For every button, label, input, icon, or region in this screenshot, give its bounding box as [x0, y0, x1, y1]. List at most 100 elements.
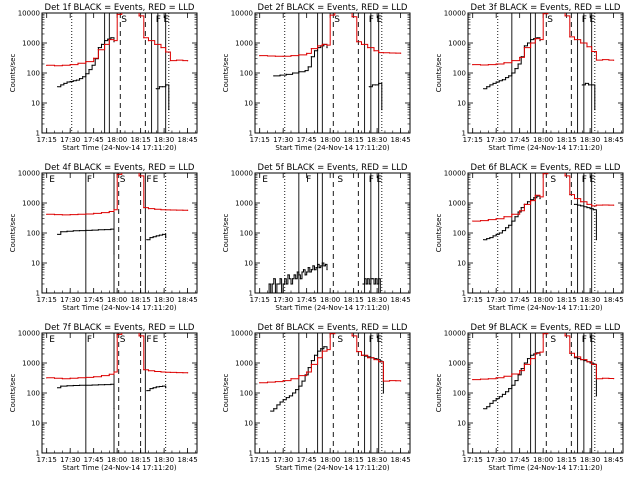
data-point-lld	[503, 62, 505, 64]
data-point-lld	[569, 36, 571, 38]
marker-letter: F	[87, 335, 92, 345]
data-point-events	[266, 292, 269, 293]
y-tick-label: 100	[27, 70, 40, 78]
data-point-events	[520, 368, 522, 370]
marker-letter: E	[377, 335, 383, 345]
data-point-events	[270, 292, 272, 293]
data-point-events	[489, 402, 491, 405]
y-axis-label: Counts/sec	[435, 374, 443, 413]
marker-letter: F	[369, 175, 374, 185]
data-point-events	[312, 265, 314, 267]
data-point-events	[495, 81, 497, 83]
data-point-events	[501, 79, 504, 81]
data-point-lld	[108, 210, 110, 213]
data-point-events	[276, 283, 278, 285]
data-point-events-late	[165, 387, 167, 389]
data-point-events	[523, 45, 525, 47]
data-point-lld	[266, 55, 269, 57]
data-point-events-late	[158, 385, 161, 388]
data-point-events-late	[365, 283, 367, 285]
y-tick-label: 1	[462, 450, 466, 458]
data-point-events-late	[161, 233, 164, 235]
data-point-events	[91, 229, 93, 231]
plot-frame	[254, 12, 411, 134]
data-point-lld	[53, 65, 56, 67]
data-point-lld	[306, 52, 308, 55]
data-point-lld	[511, 373, 513, 375]
x-tick-label: 17:30	[486, 456, 506, 464]
x-tick-label: 17:15	[250, 456, 270, 464]
data-point-lld	[595, 204, 597, 206]
series-events-late	[369, 82, 383, 110]
data-point-lld	[321, 43, 323, 45]
data-point-events	[298, 71, 300, 73]
data-point-lld	[116, 173, 118, 175]
y-axis-label: Counts/sec	[222, 54, 230, 93]
data-point-lld	[400, 52, 402, 54]
data-point-events	[492, 400, 494, 402]
data-point-lld	[564, 335, 566, 337]
data-point-events-late	[149, 388, 151, 390]
data-point-events	[279, 401, 281, 403]
data-point-lld	[472, 378, 474, 381]
x-tick-label: 18:00	[533, 136, 553, 144]
data-point-events	[72, 230, 74, 232]
y-tick-label: 1000	[448, 360, 466, 368]
data-point-events	[310, 360, 312, 362]
x-tick-label: 18:45	[178, 456, 198, 464]
data-point-lld	[165, 371, 167, 373]
marker-letter: E	[153, 335, 159, 345]
data-point-lld	[187, 209, 189, 211]
data-point-lld	[100, 375, 103, 377]
data-point-events-late	[155, 235, 157, 237]
data-point-lld	[266, 381, 269, 383]
panel-title: Det 9f BLACK = Events, RED = LLD	[471, 323, 621, 333]
marker-letter: E	[164, 15, 170, 25]
data-point-events-late	[146, 390, 148, 392]
data-point-events-late	[371, 278, 374, 280]
data-point-lld	[608, 377, 610, 380]
data-point-events	[489, 84, 491, 86]
data-point-events	[60, 385, 62, 387]
series-events-late	[582, 82, 596, 110]
data-point-events	[523, 362, 525, 364]
data-point-events	[517, 63, 519, 65]
data-point-events	[298, 274, 300, 276]
data-point-lld	[356, 350, 358, 353]
data-point-events	[69, 80, 71, 83]
data-point-lld	[360, 354, 363, 356]
x-tick-label: 17:30	[273, 136, 293, 144]
data-point-events	[508, 224, 510, 226]
data-point-lld	[519, 369, 521, 372]
x-axis-label: Start Time (24-Nov-14 17:11:20)	[488, 144, 602, 152]
data-point-lld	[479, 64, 482, 66]
data-point-lld	[530, 200, 532, 202]
y-tick-label: 100	[453, 230, 466, 238]
data-point-events	[530, 198, 532, 201]
x-tick-label: 18:45	[604, 296, 624, 304]
data-point-lld	[530, 358, 532, 360]
x-axis-label: Start Time (24-Nov-14 17:11:20)	[62, 304, 176, 312]
data-point-lld	[472, 64, 474, 66]
data-point-lld	[564, 175, 566, 177]
data-point-lld	[591, 363, 593, 365]
x-tick-label: 18:30	[154, 296, 174, 304]
x-axis-label: Start Time (24-Nov-14 17:11:20)	[62, 144, 176, 152]
data-point-lld	[580, 42, 582, 44]
y-tick-label: 10	[31, 260, 40, 268]
panel-title: Det 5f BLACK = Events, RED = LLD	[258, 163, 408, 173]
y-tick-label: 100	[240, 390, 253, 398]
data-point-lld	[542, 13, 544, 15]
marker-letter: E	[153, 175, 159, 185]
data-point-events	[326, 269, 328, 271]
y-tick-label: 10	[457, 100, 466, 108]
x-tick-label: 17:30	[486, 296, 506, 304]
data-point-lld	[108, 373, 110, 375]
y-tick-label: 10000	[444, 170, 466, 178]
data-point-lld	[104, 43, 106, 45]
plot-frame	[41, 172, 198, 294]
y-tick-label: 10000	[231, 330, 253, 338]
data-point-events	[320, 265, 322, 267]
y-tick-label: 1	[36, 130, 40, 138]
data-point-events-late	[168, 109, 170, 111]
